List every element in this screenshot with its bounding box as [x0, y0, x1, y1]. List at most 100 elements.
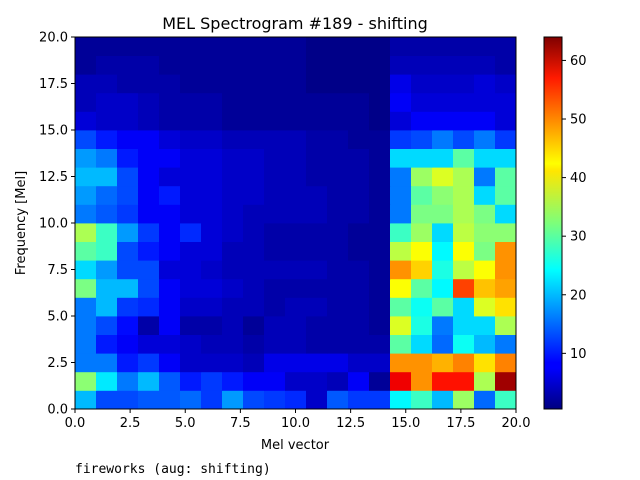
heatmap-cell: [222, 223, 244, 242]
heatmap-cell: [285, 241, 307, 261]
heatmap-cell: [306, 111, 328, 131]
heatmap-cell: [411, 297, 433, 317]
heatmap-cell: [306, 74, 328, 94]
heatmap-cell: [348, 297, 370, 317]
heatmap-cell: [348, 55, 370, 75]
heatmap-cell: [201, 74, 223, 94]
x-tick-label: 0.0: [65, 416, 86, 431]
heatmap-cell: [117, 223, 139, 242]
heatmap-cell: [327, 297, 349, 317]
heatmap-cell: [201, 111, 223, 131]
heatmap-cell: [201, 390, 223, 410]
heatmap-cell: [411, 371, 433, 391]
heatmap-cell: [285, 185, 307, 205]
heatmap-cell: [474, 55, 496, 75]
heatmap-cell: [327, 37, 349, 56]
heatmap-cell: [474, 130, 496, 149]
heatmap-cell: [159, 111, 181, 131]
heatmap-cell: [201, 148, 223, 168]
heatmap-cell: [285, 260, 307, 280]
heatmap-cell: [159, 241, 181, 261]
heatmap-cell: [369, 223, 391, 242]
heatmap-cell: [96, 371, 118, 391]
x-axis-label: Mel vector: [261, 438, 330, 453]
heatmap-cell: [243, 55, 265, 75]
heatmap-cell: [411, 334, 433, 354]
heatmap-cell: [285, 130, 307, 149]
heatmap-cell: [159, 223, 181, 242]
heatmap-cell: [390, 223, 412, 242]
heatmap-cell: [138, 37, 160, 56]
heatmap-cell: [369, 185, 391, 205]
heatmap-cell: [138, 167, 160, 187]
heatmap-cell: [306, 130, 328, 149]
chart-title: MEL Spectrogram #189 - shifting: [162, 14, 428, 33]
heatmap-cell: [180, 37, 202, 56]
heatmap-cell: [180, 148, 202, 168]
heatmap-cell: [327, 260, 349, 280]
heatmap-cell: [138, 353, 160, 373]
heatmap-cell: [201, 204, 223, 224]
heatmap-cell: [96, 37, 118, 56]
colorbar-tick-label: 20: [570, 288, 587, 303]
heatmap-cell: [222, 111, 244, 131]
heatmap-cell: [495, 278, 517, 298]
heatmap-cell: [474, 92, 496, 112]
heatmap-cell: [180, 204, 202, 224]
heatmap-cell: [222, 204, 244, 224]
heatmap-cell: [117, 390, 139, 410]
heatmap-cell: [264, 278, 286, 298]
heatmap-cell: [75, 55, 97, 75]
heatmap-cell: [432, 316, 454, 335]
heatmap-cell: [495, 55, 517, 75]
heatmap-cell: [264, 55, 286, 75]
heatmap-cell: [390, 185, 412, 205]
heatmap-cell: [411, 185, 433, 205]
heatmap-cell: [75, 260, 97, 280]
heatmap-cell: [369, 278, 391, 298]
heatmap-cell: [201, 130, 223, 149]
heatmap-cell: [495, 37, 517, 56]
heatmap-cell: [96, 92, 118, 112]
heatmap-cell: [306, 92, 328, 112]
heatmap-cell: [390, 55, 412, 75]
heatmap-cell: [348, 371, 370, 391]
heatmap-cell: [159, 148, 181, 168]
heatmap-cell: [117, 185, 139, 205]
heatmap-cell: [264, 130, 286, 149]
heatmap-cell: [306, 297, 328, 317]
heatmap-cell: [117, 130, 139, 149]
heatmap-cell: [201, 185, 223, 205]
heatmap-cell: [117, 167, 139, 187]
heatmap-cell: [327, 241, 349, 261]
heatmap-cell: [96, 316, 118, 335]
heatmap-cell: [474, 278, 496, 298]
heatmap-cell: [264, 185, 286, 205]
heatmap-cell: [285, 278, 307, 298]
heatmap-cell: [390, 390, 412, 410]
heatmap-cell: [264, 37, 286, 56]
heatmap-cell: [327, 278, 349, 298]
heatmap-cell: [222, 55, 244, 75]
heatmap-cell: [453, 334, 475, 354]
heatmap-cell: [495, 130, 517, 149]
heatmap-cell: [411, 353, 433, 373]
heatmap-cell: [159, 260, 181, 280]
heatmap-cell: [75, 204, 97, 224]
heatmap-cell: [117, 334, 139, 354]
heatmap-cell: [348, 74, 370, 94]
heatmap-cell: [138, 334, 160, 354]
y-tick-label: 0.0: [47, 403, 68, 418]
heatmap-cell: [474, 223, 496, 242]
heatmap-cell: [117, 111, 139, 131]
heatmap-cell: [411, 260, 433, 280]
heatmap-cell: [411, 92, 433, 112]
heatmap-cell: [285, 167, 307, 187]
heatmap-cell: [138, 92, 160, 112]
colorbar-gradient: [543, 36, 563, 410]
heatmap-cell: [432, 223, 454, 242]
heatmap-cell: [96, 204, 118, 224]
heatmap-cell: [432, 297, 454, 317]
heatmap-cell: [243, 185, 265, 205]
heatmap-cell: [453, 353, 475, 373]
